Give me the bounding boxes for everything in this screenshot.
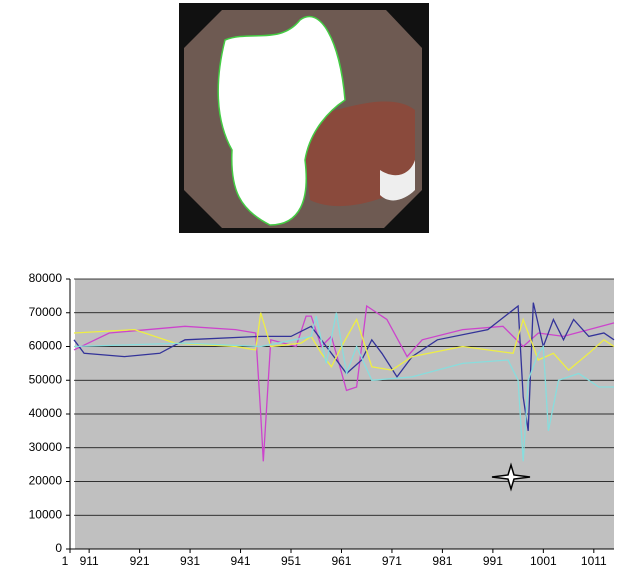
y-tick-label: 40000: [29, 406, 63, 420]
y-tick-label: 70000: [29, 305, 63, 319]
x-tick-label: 971: [382, 554, 402, 568]
page: 1 0 10000 20000 30000 40000 50000 60000 70000 80…: [0, 0, 618, 573]
x-tick-label: 911: [80, 554, 99, 568]
x-tick-label: 991: [483, 554, 503, 568]
x-tick-label: 941: [231, 554, 251, 568]
x-tick-label: 951: [281, 554, 301, 568]
y-tick-label: 0: [55, 541, 62, 555]
x-tick-label: 931: [180, 554, 200, 568]
x-tick-label: 1001: [530, 554, 557, 568]
y-tick-label: 30000: [29, 440, 63, 454]
chart: 1 0 10000 20000 30000 40000 50000 60000 70000 80…: [0, 240, 618, 573]
x-tick-label: 1: [62, 554, 69, 568]
y-tick-label: 20000: [29, 474, 63, 488]
y-tick-label: 10000: [29, 507, 63, 521]
x-tick-label: 961: [331, 554, 351, 568]
x-tick-label: 1011: [581, 554, 607, 568]
y-tick-label: 80000: [29, 271, 63, 285]
y-tick-label: 50000: [29, 372, 63, 386]
y-tick-label: 60000: [29, 339, 63, 353]
x-tick-label: 921: [130, 554, 150, 568]
x-tick-label: 981: [432, 554, 452, 568]
endoscopy-image: [0, 0, 618, 240]
